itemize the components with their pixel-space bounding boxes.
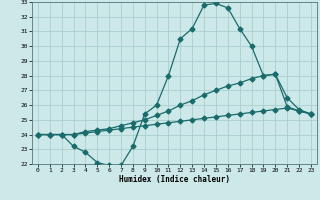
X-axis label: Humidex (Indice chaleur): Humidex (Indice chaleur) bbox=[119, 175, 230, 184]
